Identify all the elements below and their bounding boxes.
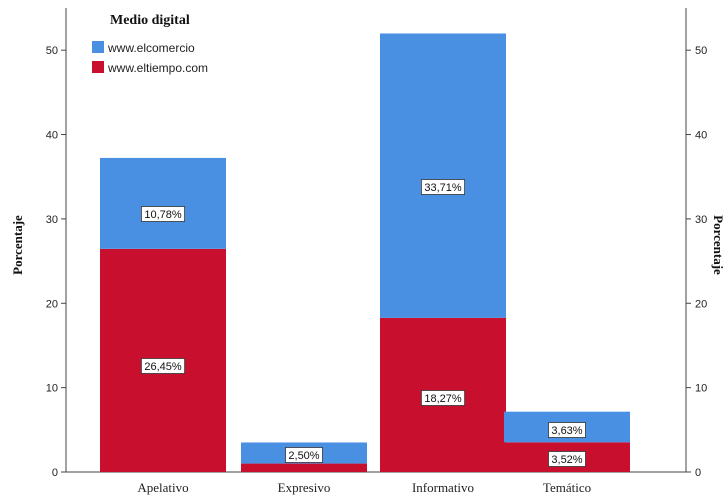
y-axis-title-left: Porcentaje <box>10 215 25 275</box>
y-tick-label-right-10: 10 <box>695 383 707 395</box>
y-tick-label-right-0: 0 <box>695 467 701 479</box>
y-tick-label-right-40: 40 <box>695 130 707 142</box>
y-tick-label-right-50: 50 <box>695 45 707 57</box>
legend-title: Medio digital <box>110 13 190 28</box>
plot-area: 0 0 10 10 20 20 30 30 40 40 50 50 26,45% 10,78% 2,50% 1… <box>46 8 707 495</box>
y-axis-title-right: Porcentaje <box>711 215 726 275</box>
x-tick-label-temático: Temático <box>543 480 591 495</box>
legend: Medio digital www.elcomercio www.eltiemp… <box>92 13 208 75</box>
data-label-informativo-1: 33,71% <box>424 182 462 194</box>
bar-expresivo-eltiempo <box>241 463 367 472</box>
y-tick-label-right-20: 20 <box>695 298 707 310</box>
y-tick-label-right-30: 30 <box>695 214 707 226</box>
data-label-box-informativo-0 <box>420 390 465 406</box>
data-label-box-apelativo-1 <box>140 206 185 222</box>
legend-label-eltiempo: www.eltiempo.com <box>107 61 208 75</box>
legend-swatch-elcomercio <box>92 41 104 53</box>
bar-apelativo-elcomercio <box>100 157 226 249</box>
y-tick-label-left-10: 10 <box>46 383 58 395</box>
x-tick-label-apelativo: Apelativo <box>137 480 188 495</box>
data-label-apelativo-1: 10,78% <box>144 209 182 221</box>
x-tick-label-expresivo: Expresivo <box>278 480 331 495</box>
y-tick-label-left-50: 50 <box>46 45 58 57</box>
data-label-apelativo-0: 26,45% <box>144 361 182 373</box>
data-label-informativo-0: 18,27% <box>424 393 462 405</box>
legend-label-elcomercio: www.elcomercio <box>107 41 195 55</box>
bar-informativo-elcomercio <box>380 33 506 318</box>
data-label-expresivo-1: 2,50% <box>288 450 319 462</box>
x-tick-label-informativo: Informativo <box>412 480 474 495</box>
data-label-temático-0: 3,52% <box>551 454 582 466</box>
y-tick-label-left-0: 0 <box>52 467 58 479</box>
data-label-box-temático-0 <box>548 451 586 467</box>
data-label-box-informativo-1 <box>420 179 465 195</box>
y-tick-label-left-20: 20 <box>46 298 58 310</box>
legend-swatch-eltiempo <box>92 61 104 73</box>
data-label-temático-1: 3,63% <box>551 425 582 437</box>
y-tick-label-left-30: 30 <box>46 214 58 226</box>
data-label-box-apelativo-0 <box>140 358 185 374</box>
y-tick-label-left-40: 40 <box>46 130 58 142</box>
data-label-box-expresivo-1 <box>285 447 323 463</box>
data-label-box-temático-1 <box>548 422 586 438</box>
